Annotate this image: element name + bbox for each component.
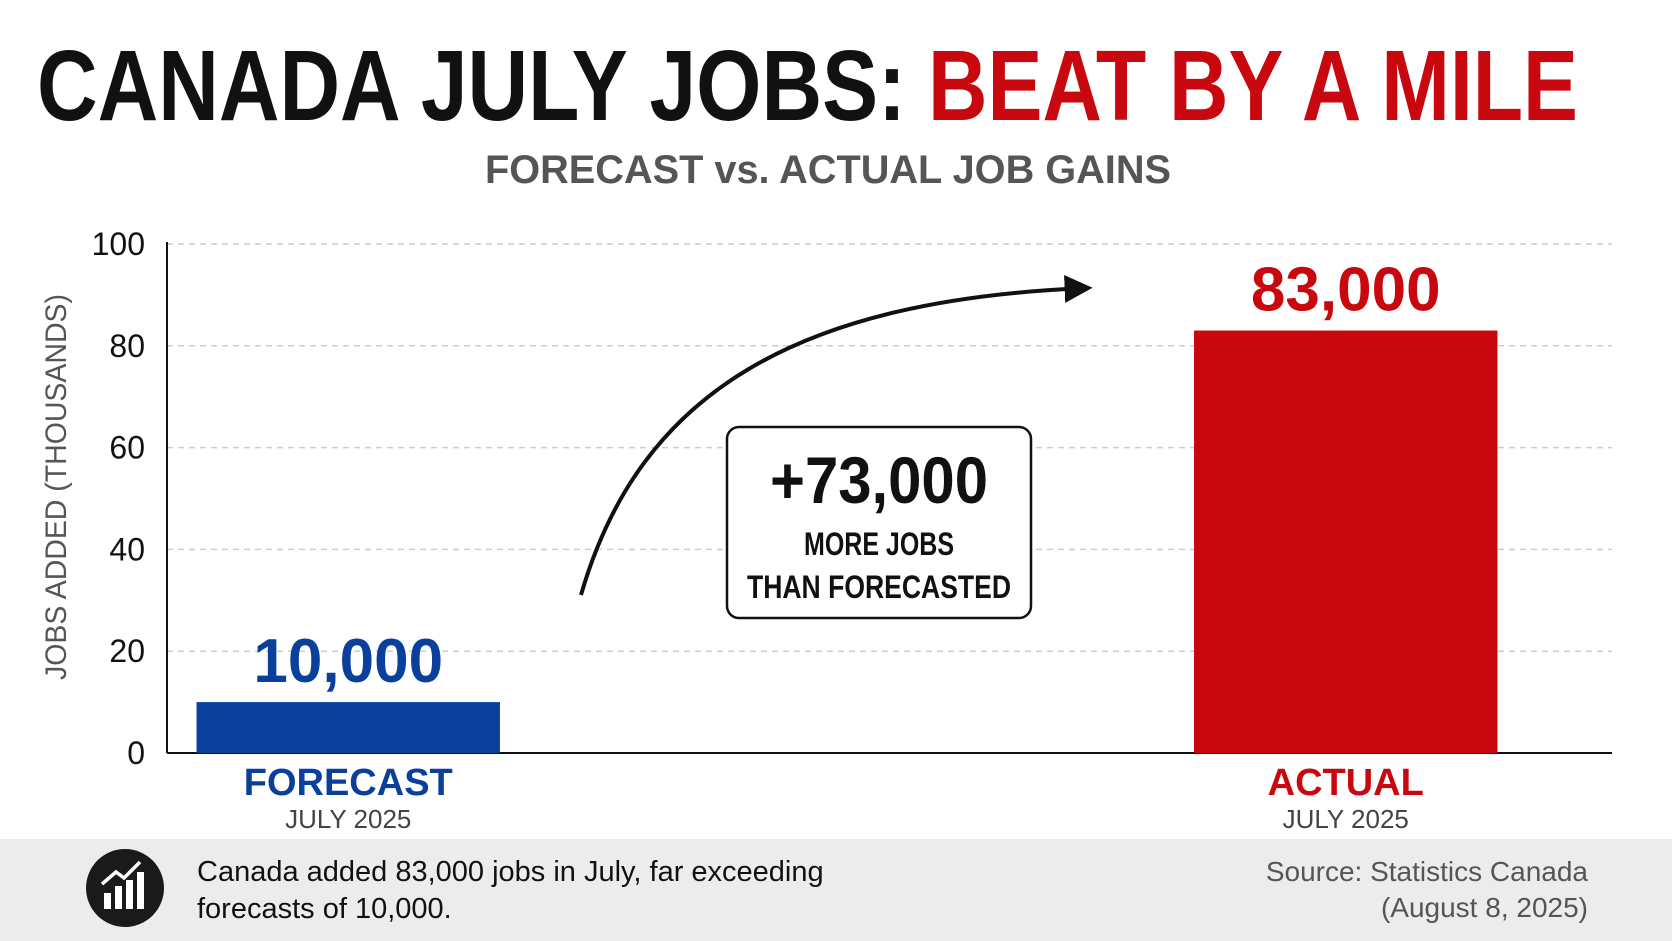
annotation-text: MORE JOBS: [804, 526, 954, 562]
y-axis-label: JOBS ADDED (THOUSANDS): [40, 294, 73, 680]
value-label: 10,000: [253, 627, 443, 696]
footer-note: forecasts of 10,000.: [197, 893, 452, 925]
y-tick-label: 40: [109, 531, 145, 567]
x-tick-label: FORECAST: [244, 762, 453, 804]
y-tick-label: 60: [109, 430, 145, 466]
footer: [0, 839, 1672, 941]
value-label: 83,000: [1251, 256, 1441, 325]
source: Source: Statistics Canada: [1266, 856, 1589, 887]
x-tick-sublabel: JULY 2025: [1283, 804, 1409, 834]
source: (August 8, 2025): [1381, 892, 1588, 923]
annotation-headline: +73,000: [770, 443, 988, 517]
chart-title-highlight: BEAT BY A MILE: [928, 30, 1578, 142]
bar: [196, 702, 500, 753]
icon: [86, 849, 164, 927]
y-tick-label: 80: [109, 328, 145, 364]
x-tick-sublabel: JULY 2025: [285, 804, 411, 834]
chart-title: CANADA JULY JOBS:: [37, 30, 906, 142]
y-tick-label: 100: [92, 226, 145, 262]
annotation-box: [725, 425, 1033, 620]
arrow: [579, 274, 1093, 596]
y-tick-label: 20: [109, 633, 145, 669]
bar: [1194, 330, 1498, 753]
annotation-text: THAN FORECASTED: [747, 569, 1011, 605]
chart-subtitle: FORECAST vs. ACTUAL JOB GAINS: [485, 148, 1171, 192]
x-tick-label: ACTUAL: [1268, 762, 1424, 804]
icon-glyph: [100, 860, 144, 909]
y-tick-label: 0: [127, 735, 145, 771]
footer-note: Canada added 83,000 jobs in July, far ex…: [197, 856, 824, 888]
